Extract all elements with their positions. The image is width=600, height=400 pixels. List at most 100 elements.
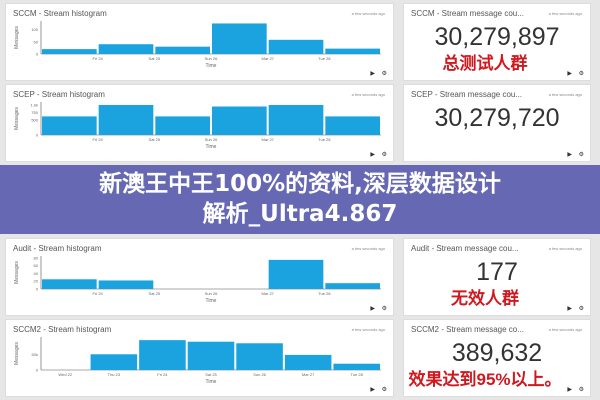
x-tick-label: Wed 22	[58, 372, 72, 377]
play-icon[interactable]: ▶	[567, 71, 572, 77]
histogram-chart: 80 60 40 20 0 Fri 24 Sat 25 Sun 26 Mar 27 Tue 28 T…	[14, 255, 381, 304]
banner-line-1: 新澳王中王100%的资料,深层数据设计	[99, 171, 501, 197]
play-icon[interactable]: ▶	[567, 152, 572, 158]
y-tick-label: 60	[34, 263, 39, 268]
updated-time: a few seconds ago	[548, 327, 582, 332]
y-tick-label: 1.0k	[30, 103, 38, 108]
x-tick-label: Sun 26	[205, 291, 218, 296]
count-caption: 效果达到95%以上。	[408, 370, 562, 389]
histogram-bar	[325, 283, 380, 289]
y-tick-label: 0	[36, 368, 39, 373]
play-icon[interactable]: ▶	[370, 152, 375, 158]
histogram-bar	[98, 44, 154, 54]
histogram-bar	[42, 279, 97, 289]
histogram-panel: SCCM - Stream histogram a few seconds ag…	[5, 3, 394, 81]
gear-icon[interactable]: ⚙	[381, 152, 387, 158]
histogram-bar	[325, 48, 380, 54]
histogram-bar	[212, 23, 267, 54]
y-axis-label: Messages	[14, 261, 20, 284]
x-tick-label: Thu 23	[108, 372, 121, 377]
x-tick-label: Sat 25	[205, 372, 217, 377]
updated-time: a few seconds ago	[548, 92, 582, 97]
panel-title: SCCM - Stream histogram	[13, 9, 107, 18]
histogram-panel: SCCM2 - Stream histogram a few seconds a…	[5, 319, 394, 397]
counter-panel: SCCM - Stream message cou... a few secon…	[403, 3, 591, 81]
play-icon[interactable]: ▶	[370, 387, 375, 393]
y-tick-label: 50k	[32, 352, 38, 357]
gear-icon[interactable]: ⚙	[578, 71, 584, 77]
histogram-bar	[212, 106, 267, 135]
overlay-banner: 新澳王中王100%的资料,深层数据设计 解析_Ultra4.867	[0, 165, 600, 234]
histogram-bar	[284, 354, 332, 370]
updated-time: a few seconds ago	[351, 327, 385, 332]
panel-title: SCCM2 - Stream message co...	[411, 325, 524, 334]
x-tick-label: Tue 28	[351, 372, 364, 377]
x-tick-label: Sun 26	[253, 372, 266, 377]
y-tick-label: 20	[34, 279, 39, 284]
histogram-chart: 1.0k 750 500 0 Fri 24 Sat 25 Sun 26 Mar 27 Tue 2…	[14, 102, 381, 150]
counter-panel: Audit - Stream message cou... a few seco…	[403, 238, 591, 316]
play-icon[interactable]: ▶	[567, 387, 572, 393]
x-tick-label: Tue 28	[318, 56, 331, 61]
y-tick-label: 0	[36, 287, 39, 292]
x-tick-label: Fri 24	[157, 372, 168, 377]
x-tick-label: Sat 25	[149, 56, 161, 61]
message-count: 30,279,897	[434, 23, 560, 51]
x-tick-label: Mar 27	[261, 56, 274, 61]
counter-panel: SCCM2 - Stream message co... a few secon…	[403, 319, 591, 397]
histogram-bar	[98, 280, 154, 289]
panel-title: SCEP - Stream histogram	[13, 90, 105, 99]
y-tick-label: 80	[34, 255, 39, 260]
panel-title: SCEP - Stream message cou...	[411, 90, 523, 99]
histogram-bar	[236, 343, 283, 370]
x-tick-label: Mar 27	[261, 137, 274, 142]
message-count: 177	[476, 258, 518, 286]
x-tick-label: Sun 26	[205, 137, 218, 142]
histogram-bar	[333, 363, 380, 370]
gear-icon[interactable]: ⚙	[381, 387, 387, 393]
play-icon[interactable]: ▶	[370, 71, 375, 77]
histogram-panel: SCEP - Stream histogram a few seconds ag…	[5, 84, 394, 162]
x-tick-label: Fri 24	[93, 56, 104, 61]
x-tick-label: Tue 28	[318, 291, 331, 296]
histogram-bar	[187, 341, 235, 370]
play-icon[interactable]: ▶	[567, 306, 572, 312]
histogram-bar	[42, 49, 97, 54]
y-tick-label: 40	[34, 271, 39, 276]
x-tick-label: Sun 26	[205, 56, 218, 61]
x-axis-label: Time	[206, 298, 217, 304]
y-axis-label: Messages	[14, 26, 20, 49]
x-axis-label: Time	[206, 144, 217, 150]
y-axis-label: Messages	[14, 342, 20, 365]
panel-title: Audit - Stream histogram	[13, 244, 102, 253]
histogram-bar	[268, 39, 324, 54]
banner-line-2: 解析_Ultra4.867	[202, 201, 398, 227]
histogram-chart: 100 50 0 Fri 24 Sat 25 Sun 26 Mar 27 Tue 28 Time…	[14, 21, 381, 69]
play-icon[interactable]: ▶	[370, 306, 375, 312]
updated-time: a few seconds ago	[351, 11, 385, 16]
x-tick-label: Sat 25	[149, 291, 161, 296]
histogram-bar	[155, 46, 210, 54]
x-tick-label: Mar 27	[302, 372, 315, 377]
panel-title: Audit - Stream message cou...	[411, 244, 519, 253]
histogram-bar	[42, 116, 97, 135]
histogram-bar	[139, 340, 186, 370]
histogram-bar	[155, 116, 210, 135]
count-caption: 总测试人群	[442, 54, 528, 73]
panel-title: SCCM - Stream message cou...	[411, 9, 524, 18]
y-tick-label: 500	[31, 118, 38, 123]
histogram-bar	[268, 259, 324, 289]
updated-time: a few seconds ago	[548, 11, 582, 16]
x-axis-label: Time	[206, 63, 217, 69]
gear-icon[interactable]: ⚙	[381, 306, 387, 312]
gear-icon[interactable]: ⚙	[381, 71, 387, 77]
y-axis-label: Messages	[14, 107, 20, 130]
updated-time: a few seconds ago	[351, 92, 385, 97]
gear-icon[interactable]: ⚙	[578, 387, 584, 393]
y-tick-label: 0	[36, 133, 39, 138]
gear-icon[interactable]: ⚙	[578, 152, 584, 158]
message-count: 389,632	[451, 339, 543, 367]
x-tick-label: Mar 27	[261, 291, 274, 296]
gear-icon[interactable]: ⚙	[578, 306, 584, 312]
histogram-bar	[268, 105, 324, 135]
